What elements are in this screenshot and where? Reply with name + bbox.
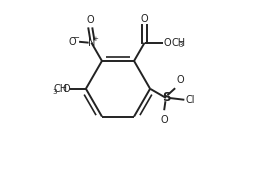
- Text: O: O: [86, 15, 94, 25]
- Text: O: O: [164, 38, 171, 48]
- Text: O: O: [160, 115, 168, 125]
- Text: N: N: [88, 38, 95, 48]
- Text: S: S: [162, 92, 170, 104]
- Text: CH: CH: [172, 38, 186, 48]
- Text: +: +: [92, 36, 98, 42]
- Text: O: O: [176, 74, 184, 84]
- Text: O: O: [62, 84, 70, 94]
- Text: O: O: [141, 14, 148, 24]
- Text: 3: 3: [179, 42, 183, 49]
- Text: CH: CH: [53, 84, 67, 94]
- Text: −: −: [72, 33, 79, 42]
- Text: 3: 3: [52, 89, 57, 95]
- Text: Cl: Cl: [185, 95, 195, 105]
- Text: O: O: [68, 37, 76, 47]
